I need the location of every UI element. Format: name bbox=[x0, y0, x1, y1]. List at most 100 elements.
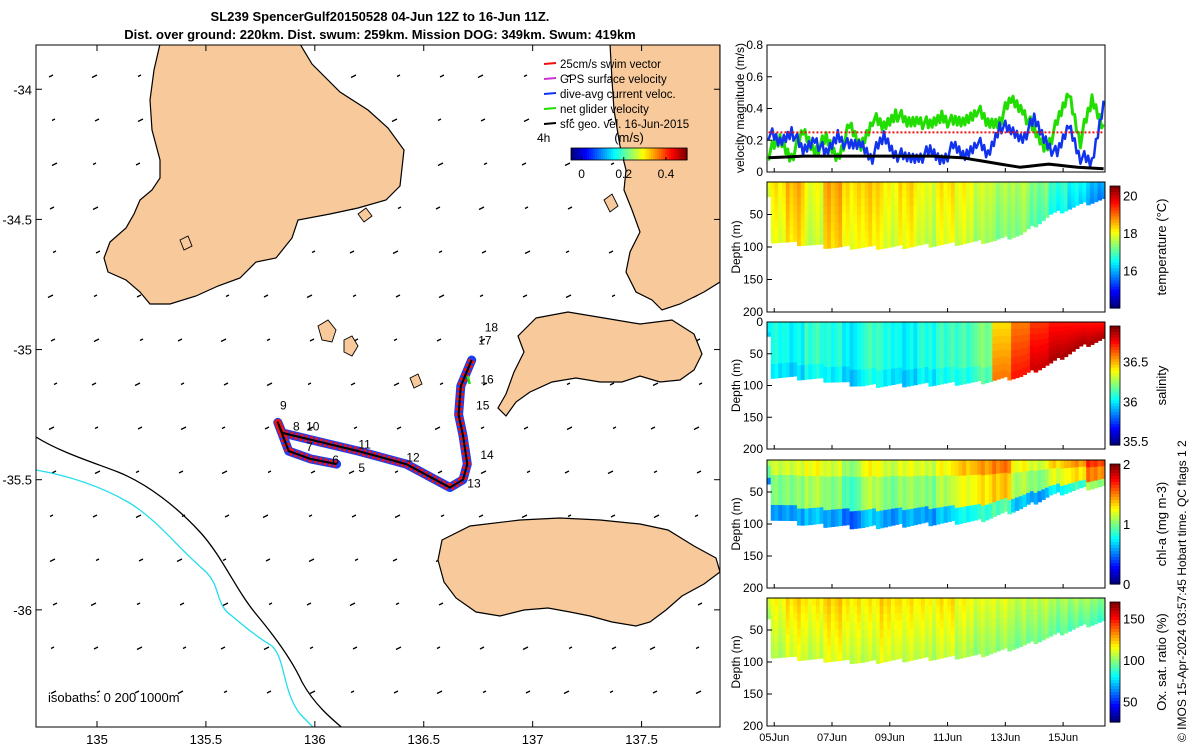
colorbar-swatch bbox=[635, 148, 638, 160]
colorbar-tick-label: 20 bbox=[1123, 188, 1137, 203]
section-cell bbox=[1026, 199, 1031, 207]
section-cell bbox=[1018, 328, 1024, 337]
section-cell bbox=[849, 460, 855, 470]
section-cell bbox=[789, 362, 795, 371]
section-cell bbox=[1007, 182, 1012, 190]
section-cell bbox=[875, 182, 881, 192]
section-cell bbox=[834, 613, 840, 623]
section-cell bbox=[1029, 480, 1035, 487]
section-cell bbox=[1037, 496, 1042, 503]
section-cell bbox=[868, 322, 873, 331]
colorbar-swatch bbox=[1110, 617, 1120, 621]
section-cell bbox=[853, 638, 858, 648]
section-cell bbox=[1018, 335, 1024, 344]
section-cell bbox=[770, 197, 776, 206]
section-cell bbox=[1014, 342, 1020, 351]
section-cell bbox=[1018, 490, 1024, 498]
current-arrow bbox=[265, 558, 271, 562]
section-cell bbox=[860, 614, 866, 623]
section-cell bbox=[849, 614, 855, 624]
section-cell bbox=[977, 481, 982, 491]
section-cell bbox=[936, 368, 941, 378]
colorbar-swatch bbox=[1110, 668, 1120, 672]
section-cell bbox=[812, 336, 817, 344]
section-cell bbox=[917, 620, 922, 629]
section-cell bbox=[920, 228, 926, 238]
section-cell bbox=[939, 197, 945, 207]
section-cell bbox=[962, 475, 967, 485]
section-cell bbox=[872, 644, 877, 653]
colorbar-swatch bbox=[1110, 412, 1120, 416]
section-cell bbox=[875, 198, 881, 208]
colorbar-swatch bbox=[1110, 391, 1120, 396]
section-cell bbox=[1048, 477, 1054, 483]
section-cell bbox=[920, 598, 926, 607]
section-cell bbox=[849, 329, 855, 339]
section-cell bbox=[962, 182, 967, 191]
section-cell bbox=[1074, 474, 1080, 479]
section-cell bbox=[770, 504, 776, 514]
section-cell bbox=[1089, 604, 1095, 609]
section-cell bbox=[932, 189, 937, 199]
section-cell bbox=[898, 182, 903, 191]
section-cell bbox=[860, 518, 866, 528]
section-cell bbox=[1007, 637, 1012, 645]
section-cell bbox=[804, 205, 810, 215]
section-cell bbox=[988, 611, 994, 620]
section-cell bbox=[1071, 486, 1076, 492]
section-cell bbox=[868, 353, 873, 362]
section-cell bbox=[1082, 601, 1088, 606]
section-cell bbox=[793, 605, 798, 614]
colorbar-swatch bbox=[1110, 497, 1120, 501]
colorbar-swatch bbox=[1110, 346, 1120, 351]
section-cell bbox=[958, 329, 964, 339]
section-cell bbox=[875, 190, 881, 200]
section-cell bbox=[842, 644, 847, 653]
section-cell bbox=[947, 490, 952, 500]
section-cell bbox=[1082, 607, 1088, 612]
section-cell bbox=[879, 223, 885, 233]
section-cell bbox=[951, 226, 956, 235]
section-cell bbox=[973, 366, 979, 375]
section-cell bbox=[951, 475, 956, 484]
section-cell bbox=[1063, 628, 1069, 634]
colorbar-swatch bbox=[1110, 228, 1120, 233]
section-cell bbox=[943, 634, 949, 643]
section-cell bbox=[1071, 613, 1076, 619]
section-cell bbox=[1026, 205, 1031, 212]
section-cell bbox=[782, 219, 787, 228]
current-arrow bbox=[48, 426, 55, 431]
section-cell bbox=[947, 219, 952, 229]
section-cell bbox=[1078, 192, 1084, 197]
section-cell bbox=[830, 329, 836, 338]
section-cell bbox=[1011, 364, 1016, 373]
section-cell bbox=[890, 230, 896, 240]
section-cell bbox=[767, 610, 772, 615]
section-cell bbox=[1003, 349, 1009, 357]
section-cell bbox=[785, 505, 791, 514]
section-cell bbox=[879, 240, 885, 250]
section-cell bbox=[770, 343, 776, 351]
section-cell bbox=[1089, 470, 1095, 476]
colorbar-swatch bbox=[577, 148, 580, 160]
current-arrow bbox=[611, 646, 617, 650]
current-arrow bbox=[306, 602, 312, 606]
colorbar-swatch bbox=[1110, 340, 1120, 345]
current-arrow bbox=[311, 250, 316, 254]
section-cell bbox=[898, 628, 903, 637]
section-cell bbox=[905, 353, 911, 363]
section-cell bbox=[879, 354, 885, 364]
section-cell bbox=[909, 460, 915, 469]
section-cell bbox=[804, 500, 810, 510]
section-cell bbox=[834, 517, 840, 527]
colorbar-swatch bbox=[631, 148, 634, 160]
section-cell bbox=[785, 634, 791, 643]
section-cell bbox=[992, 474, 997, 482]
section-cell bbox=[913, 353, 919, 362]
current-arrow bbox=[610, 162, 615, 166]
section-cell bbox=[785, 189, 791, 198]
section-cell bbox=[1071, 194, 1076, 199]
section-cell bbox=[853, 198, 858, 208]
section-cell bbox=[872, 213, 877, 223]
section-cell bbox=[767, 598, 772, 602]
